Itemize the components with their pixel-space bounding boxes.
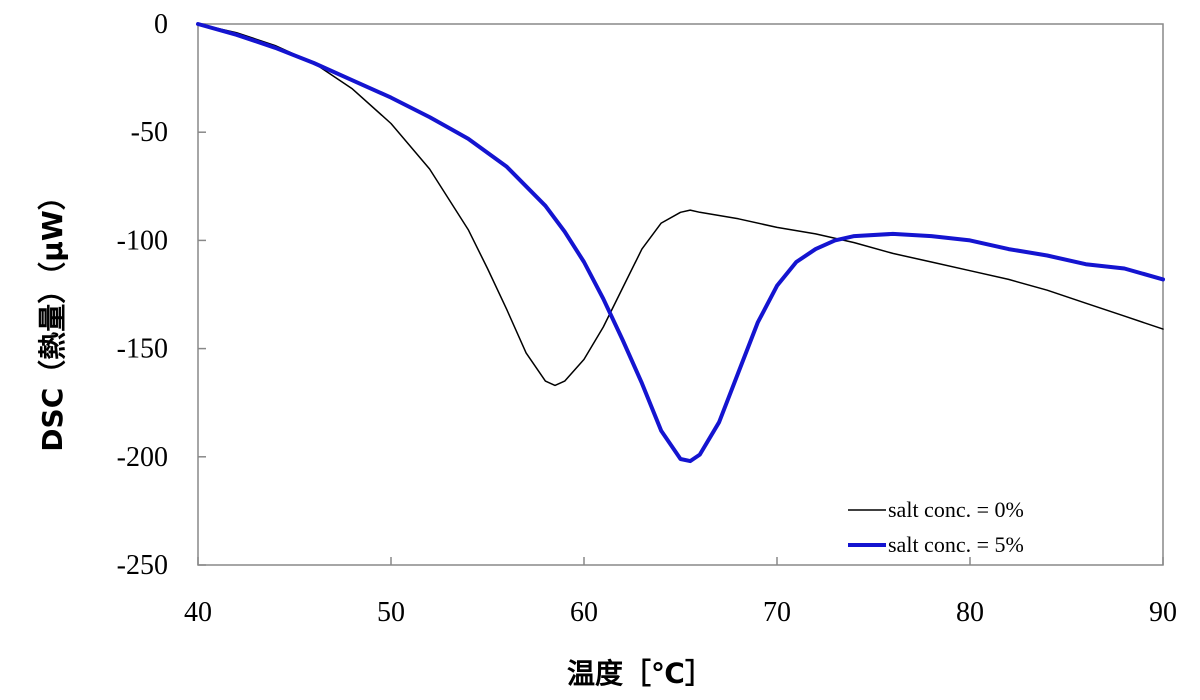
legend: salt conc. = 0% salt conc. = 5% bbox=[848, 497, 1024, 557]
y-axis-title: DSC（熱量）（μW） bbox=[36, 182, 69, 451]
x-tick-label: 90 bbox=[1149, 597, 1177, 628]
legend-label-1: salt conc. = 5% bbox=[888, 532, 1024, 557]
x-axis-ticks: 40 50 60 70 80 90 bbox=[184, 557, 1177, 628]
y-tick-label: -200 bbox=[117, 442, 168, 473]
x-tick-label: 70 bbox=[763, 597, 791, 628]
series-line-0 bbox=[197, 23, 1164, 387]
legend-label-0: salt conc. = 0% bbox=[888, 497, 1024, 522]
y-tick-label: 0 bbox=[154, 9, 168, 40]
x-tick-label: 40 bbox=[184, 597, 212, 628]
y-tick-label: -250 bbox=[117, 550, 168, 581]
series-line-1 bbox=[196, 22, 1165, 464]
x-axis-title: 温度［℃］ bbox=[567, 657, 713, 690]
plot-frame bbox=[197, 23, 1164, 566]
x-tick-label: 80 bbox=[956, 597, 984, 628]
x-tick-label: 50 bbox=[377, 597, 405, 628]
series-layer bbox=[196, 22, 1165, 464]
y-tick-label: -100 bbox=[117, 225, 168, 256]
y-axis-ticks: 0 -50 -100 -150 -200 -250 bbox=[117, 9, 206, 581]
y-tick-label: -150 bbox=[117, 334, 168, 365]
x-tick-label: 60 bbox=[570, 597, 598, 628]
y-tick-label: -50 bbox=[131, 117, 168, 148]
